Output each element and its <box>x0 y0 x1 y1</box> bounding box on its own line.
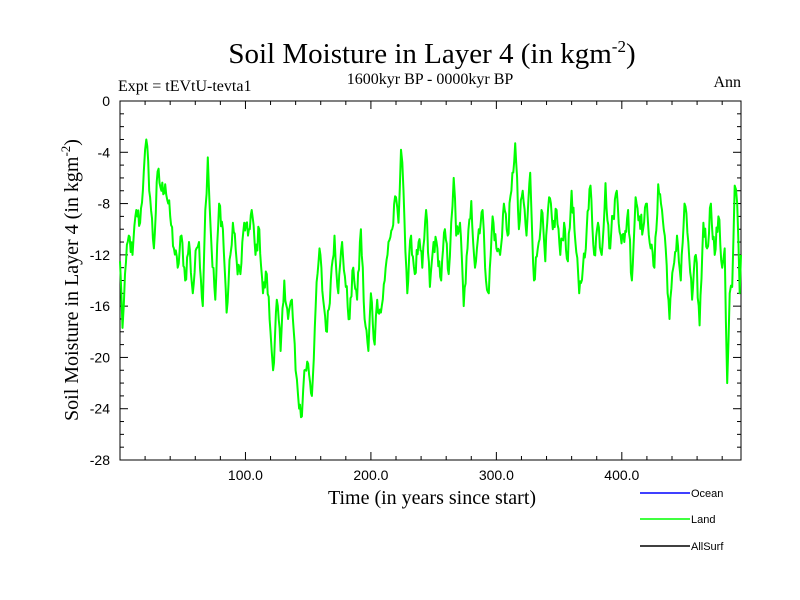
experiment-label: Expt = tEVtU-tevta1 <box>118 78 251 95</box>
x-tick-label: 100.0 <box>228 467 263 483</box>
y-tick-label: -4 <box>98 144 111 160</box>
x-axis-label: Time (in years since start) <box>328 487 536 509</box>
y-tick-label: -8 <box>98 196 111 212</box>
series-line-land <box>119 138 742 419</box>
x-axis-tick-labels: 100.0 200.0 300.0 400.0 <box>228 467 640 483</box>
legend-label-land: Land <box>691 514 715 526</box>
y-tick-label: -20 <box>90 349 110 365</box>
x-tick-label: 400.0 <box>604 467 639 483</box>
legend-label-ocean: Ocean <box>691 488 723 500</box>
y-axis-tick-labels: 0 -4 -8 -12 -16 -20 -24 -28 <box>90 93 110 468</box>
chart-subtitle: 1600kyr BP - 0000kyr BP <box>347 71 514 88</box>
y-tick-label: -16 <box>90 298 110 314</box>
legend-label-allsurf: AllSurf <box>691 541 724 553</box>
x-tick-label: 300.0 <box>479 467 514 483</box>
legend: Ocean Land AllSurf <box>640 488 724 553</box>
chart-title: Soil Moisture in Layer 4 (in kgm-2) <box>228 37 635 70</box>
y-axis-label: Soil Moisture in Layer 4 (in kgm-2) <box>58 139 83 421</box>
season-label: Ann <box>713 74 741 91</box>
y-tick-label: -12 <box>90 247 110 263</box>
y-tick-label: -28 <box>90 452 110 468</box>
y-tick-label: -24 <box>90 401 110 417</box>
x-tick-label: 200.0 <box>353 467 388 483</box>
y-tick-label: 0 <box>102 93 110 109</box>
